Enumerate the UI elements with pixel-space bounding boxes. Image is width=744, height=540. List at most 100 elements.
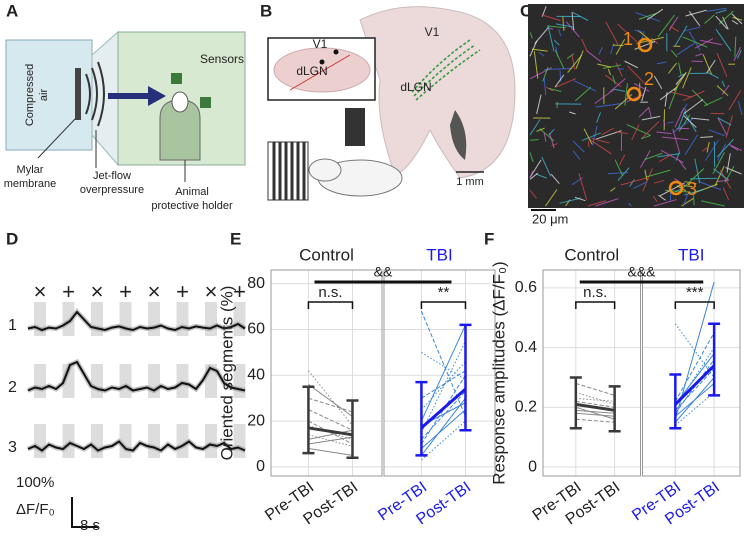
fiber (691, 117, 710, 121)
y-tick-label: 0 (528, 458, 537, 475)
subject-line (421, 361, 466, 410)
stimulus-symbol: × (34, 279, 47, 304)
subject-line (308, 429, 353, 440)
fiber (672, 129, 681, 154)
fiber (668, 16, 679, 31)
y-tick-label: 0.6 (515, 279, 537, 296)
fiber (646, 169, 671, 178)
sensor (200, 97, 211, 108)
y-axis-label: Oriented segments (%) (217, 286, 236, 461)
fiber (642, 168, 653, 192)
scale-label: ΔF/F₀ (16, 501, 55, 518)
error-bar (708, 322, 721, 397)
fiber (529, 67, 553, 80)
fiber (682, 193, 689, 207)
fiber (694, 158, 701, 184)
fiber (615, 38, 626, 55)
sig-bracket (674, 301, 715, 309)
group-frame (642, 269, 741, 477)
trace-label: 2 (8, 379, 17, 396)
fiber (688, 31, 701, 51)
fiber (678, 73, 685, 78)
fiber (543, 77, 547, 96)
fiber (638, 106, 650, 118)
fiber (657, 153, 681, 158)
sig-label: ** (438, 284, 450, 301)
panel-label: F (484, 229, 494, 248)
fiber (669, 91, 693, 98)
fiber (565, 21, 580, 38)
trace (27, 440, 246, 452)
fiber (536, 127, 545, 132)
trace-label: 3 (8, 439, 17, 456)
mouse-head (308, 158, 342, 182)
fiber (617, 167, 630, 181)
subject-line (675, 383, 715, 417)
fiber (545, 189, 558, 207)
fiber (737, 49, 742, 59)
fiber (660, 149, 684, 164)
fiber (633, 82, 650, 92)
fiber (529, 40, 538, 57)
fiber (657, 14, 675, 38)
holder-label: Animal (175, 186, 209, 198)
fiber (706, 141, 710, 153)
mylar-label: membrane (4, 178, 57, 190)
fiber (728, 90, 742, 111)
fiber (559, 197, 581, 204)
fiber (731, 20, 739, 25)
group-title: Control (299, 245, 354, 264)
fiber (595, 102, 623, 108)
fiber (701, 147, 708, 152)
fiber (624, 60, 639, 69)
fiber (715, 9, 727, 14)
grating-stripes (272, 142, 306, 200)
y-axis-label: Response amplitudes (ΔF/F₀) (489, 261, 508, 484)
roi (626, 86, 642, 102)
fiber (641, 115, 661, 121)
panel-b: B V1 dLGN V1 dLGN 1 mm (260, 1, 516, 201)
fiber (713, 168, 729, 181)
fiber (624, 83, 628, 106)
fiber (663, 119, 666, 126)
fiber (638, 12, 658, 20)
stimulus-symbol: × (148, 279, 161, 304)
fiber (529, 32, 533, 39)
error-bar (302, 385, 315, 455)
fiber (529, 189, 537, 199)
fiber (547, 25, 555, 52)
fiber (615, 62, 623, 77)
fiber (572, 150, 581, 160)
stimulus-block (205, 424, 217, 458)
fiber (598, 47, 603, 55)
fiber (641, 121, 660, 139)
subject-line (308, 448, 353, 456)
fiber (586, 50, 602, 63)
jet-label: overpressure (80, 184, 144, 196)
subject-line (308, 397, 353, 413)
fiber (587, 200, 607, 207)
fiber (626, 65, 646, 85)
fiber (712, 152, 725, 175)
waves (85, 61, 105, 127)
stimulus-block (91, 364, 103, 398)
subject-line (308, 384, 353, 417)
sagittal-brain (273, 47, 371, 93)
stimulus-block (148, 302, 160, 336)
fiber (730, 145, 739, 151)
subject-line (421, 397, 466, 456)
stimulus-block (119, 364, 132, 398)
subject-line (421, 409, 466, 449)
fiber (728, 143, 743, 152)
between-label: && (374, 264, 393, 280)
fiber (609, 187, 616, 192)
subject-line (575, 400, 615, 408)
fiber (707, 72, 719, 79)
fiber (535, 173, 547, 179)
group-title: Control (564, 245, 619, 264)
fiber (717, 117, 728, 136)
sig-bracket (575, 301, 616, 309)
sig-bracket (307, 301, 354, 309)
fiber (548, 87, 562, 93)
